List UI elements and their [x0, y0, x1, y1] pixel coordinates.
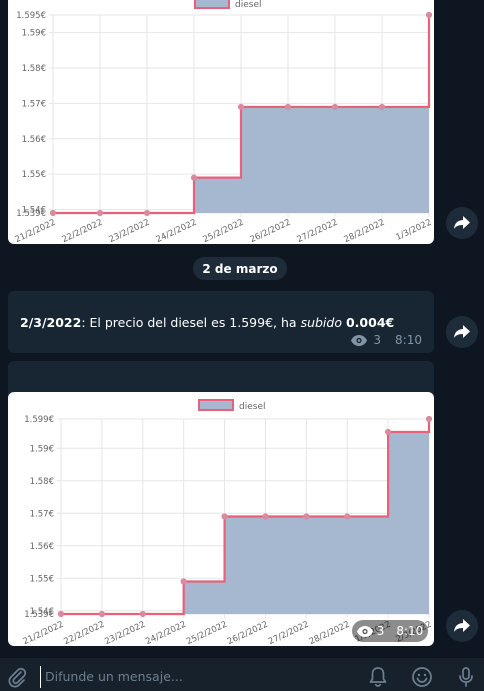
y-tick-label: 1.56€ [30, 542, 54, 552]
data-point [303, 513, 310, 520]
data-point [221, 513, 228, 520]
message-time: 8:10 [395, 333, 422, 347]
x-tick-label: 27/2/2022 [296, 218, 340, 244]
x-tick-label: 23/2/2022 [108, 218, 152, 244]
x-tick-label: 24/2/2022 [155, 218, 199, 244]
y-tick-label: 1.56€ [22, 135, 46, 145]
y-tick-label: 1.58€ [30, 477, 54, 487]
photo-time: 8:10 [396, 624, 424, 638]
series-line [61, 419, 431, 616]
data-point [180, 578, 187, 585]
y-tick-label: 1.59€ [30, 444, 54, 454]
x-tick-label: 1/3/2022 [394, 218, 433, 243]
paperclip-icon[interactable] [6, 666, 28, 688]
photo-view-count: 3 [376, 624, 385, 638]
eye-icon [356, 625, 373, 637]
message-emphasis: subido [300, 315, 342, 330]
share-icon [454, 216, 470, 229]
x-tick-label: 25/2/2022 [202, 218, 246, 244]
legend-swatch [198, 399, 234, 411]
x-tick-label: 28/2/2022 [308, 620, 352, 646]
y-tick-label: 1.57€ [30, 509, 54, 519]
data-point [237, 103, 245, 111]
x-tick-label: 26/2/2022 [226, 620, 270, 646]
share-button-3[interactable] [446, 610, 478, 642]
legend-label: diesel [239, 402, 265, 412]
data-point [385, 428, 392, 436]
y-tick-label: 1.55€ [30, 574, 54, 584]
y-tick-label: 1.54€ [22, 205, 46, 215]
photo-meta: 3 8:10 [352, 620, 428, 642]
chart-1-svg: 1.595€ 1.59€ 1.58€ 1.57€ 1.56€ 1.55€ 1.54€1.53… [14, 0, 433, 244]
data-point [425, 415, 433, 423]
data-point [139, 610, 146, 618]
x-tick-label: 21/2/2022 [22, 620, 66, 646]
bell-icon[interactable] [367, 666, 389, 688]
y-tick-label: 1.55€ [22, 170, 46, 180]
y-tick-label: 1.58€ [22, 64, 46, 74]
date-separator: 2 de marzo [193, 257, 287, 280]
data-point [143, 209, 151, 217]
series-line [53, 15, 431, 215]
data-point [98, 610, 105, 618]
x-tick-label: 22/2/2022 [61, 218, 105, 244]
message-text: 2/3/2022: El precio del diesel es 1.599€… [20, 315, 394, 330]
share-icon [454, 619, 470, 632]
x-tick-label: 22/2/2022 [62, 620, 106, 646]
eye-icon [351, 334, 368, 346]
share-icon [454, 325, 470, 338]
y-tick-label: 1.539€ [16, 209, 46, 219]
emoji-icon[interactable] [411, 666, 433, 688]
legend-label: diesel [235, 0, 261, 10]
message-composer [0, 658, 484, 691]
data-point [57, 610, 65, 618]
data-point [190, 174, 198, 181]
x-tick-label: 26/2/2022 [249, 218, 293, 244]
message-date: 2/3/2022 [20, 315, 82, 330]
data-point [425, 11, 433, 19]
y-tick-label: 1.54€ [30, 607, 54, 617]
data-point [96, 209, 104, 217]
chart-image-1[interactable]: 1.595€ 1.59€ 1.58€ 1.57€ 1.56€ 1.55€ 1.54€ 1.53… [8, 0, 434, 244]
y-tick-label: 1.599€ [24, 415, 54, 425]
share-button-2[interactable] [446, 316, 478, 348]
photo-message-bubble [8, 361, 434, 397]
data-point [284, 103, 292, 111]
data-point [378, 103, 386, 111]
y-tick-label: 1.539€ [24, 610, 54, 620]
x-tick-label: 21/2/2022 [14, 218, 58, 244]
x-tick-label: 25/2/2022 [185, 620, 229, 646]
x-tick-label: 24/2/2022 [144, 620, 188, 646]
message-delta: 0.004€ [345, 315, 395, 330]
x-tick-label: 23/2/2022 [103, 620, 147, 646]
y-tick-label: 1.57€ [22, 99, 46, 109]
y-tick-label: 1.595€ [16, 11, 46, 21]
message-bubble[interactable]: 2/3/2022: El precio del diesel es 1.599€… [8, 291, 434, 353]
data-point [344, 513, 351, 520]
message-meta: 3 8:10 [351, 333, 422, 347]
data-point [262, 513, 269, 520]
x-tick-label: 28/2/2022 [343, 218, 387, 244]
microphone-icon[interactable] [455, 666, 477, 688]
message-body-1: : El precio del diesel es 1.599€, ha [81, 315, 301, 330]
view-count: 3 [373, 333, 382, 347]
data-point [331, 103, 339, 111]
chart-2-svg: 1.599€ 1.59€ 1.58€ 1.57€ 1.56€ 1.55€ 1.54€1.53… [22, 399, 433, 646]
x-tick-label: 27/2/2022 [267, 620, 311, 646]
data-point [49, 209, 57, 217]
y-tick-label: 1.59€ [22, 29, 46, 39]
legend-swatch [194, 0, 230, 9]
share-button-1[interactable] [446, 207, 478, 239]
message-input[interactable] [40, 666, 340, 688]
chart-image-2[interactable]: 1.599€ 1.59€ 1.58€ 1.57€ 1.56€ 1.55€ 1.54€ 1.53… [8, 392, 434, 646]
